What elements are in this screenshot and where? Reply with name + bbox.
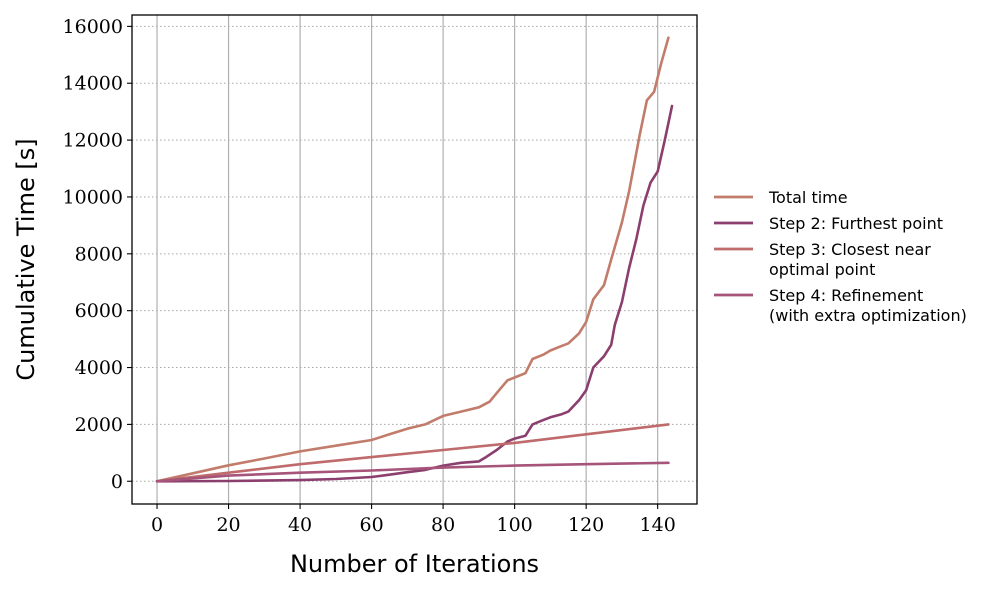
y-tick-label: 2000 bbox=[75, 414, 123, 436]
y-tick-label: 14000 bbox=[63, 73, 123, 95]
y-tick-label: 12000 bbox=[63, 130, 123, 152]
legend-label: Step 2: Furthest point bbox=[769, 214, 943, 233]
legend-label: Step 3: Closest near bbox=[769, 240, 931, 259]
series-line bbox=[155, 36, 670, 483]
x-tick-label: 100 bbox=[496, 514, 532, 536]
x-tick-label: 60 bbox=[359, 514, 383, 536]
legend-label: optimal point bbox=[769, 260, 875, 279]
x-tick-label: 120 bbox=[568, 514, 604, 536]
y-tick-label: 10000 bbox=[63, 186, 123, 208]
series-line bbox=[155, 104, 674, 483]
series-line bbox=[155, 461, 670, 483]
y-tick-label: 16000 bbox=[63, 16, 123, 38]
x-tick-label: 20 bbox=[216, 514, 240, 536]
x-tick-label: 0 bbox=[151, 514, 163, 536]
y-tick-label: 0 bbox=[111, 471, 123, 493]
legend-label: Total time bbox=[768, 188, 848, 207]
plot-area-frame bbox=[131, 14, 698, 505]
series-lines bbox=[155, 36, 674, 483]
y-tick-label: 8000 bbox=[75, 243, 123, 265]
x-axis-title: Number of Iterations bbox=[290, 550, 539, 578]
series-line bbox=[155, 423, 670, 483]
x-tick-label: 140 bbox=[640, 514, 676, 536]
axis-ticks: 0 20 40 60 80 100 120 140 0 2000 4000 6000 8000 10000… bbox=[63, 16, 676, 536]
x-tick-label: 80 bbox=[431, 514, 455, 536]
legend: Total time Step 2: Furthest point Step 3: … bbox=[714, 188, 967, 325]
legend-label: Step 4: Refinement bbox=[769, 286, 923, 305]
y-tick-label: 4000 bbox=[75, 357, 123, 379]
grid bbox=[132, 15, 697, 504]
legend-label: (with extra optimization) bbox=[769, 306, 967, 325]
x-tick-label: 40 bbox=[288, 514, 312, 536]
y-axis-title: Cumulative Time [s] bbox=[12, 138, 40, 380]
y-tick-label: 6000 bbox=[75, 300, 123, 322]
